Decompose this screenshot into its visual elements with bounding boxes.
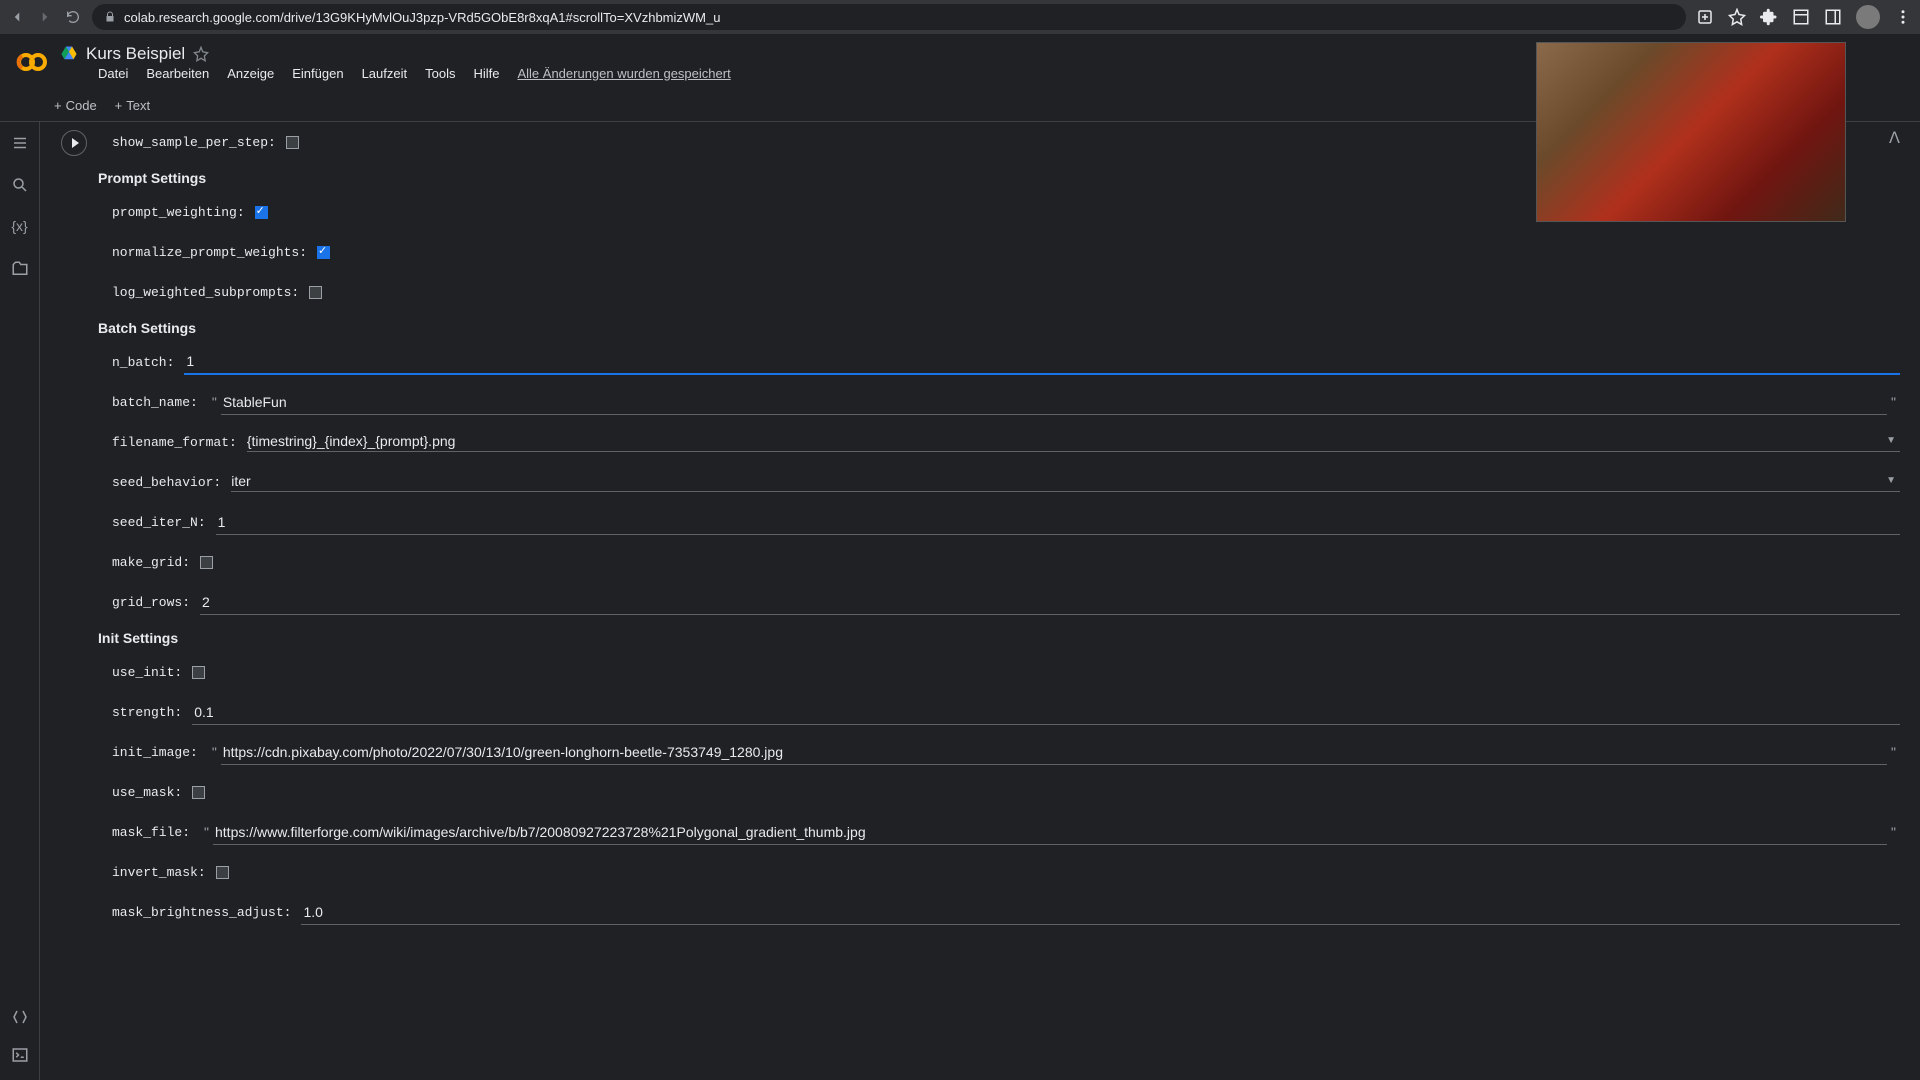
prompt-weighting-label: prompt_weighting: [98,205,245,220]
doc-star-icon[interactable] [193,46,209,62]
log-subprompts-checkbox[interactable] [309,286,322,299]
snippets-icon[interactable] [11,1008,29,1026]
filename-format-dropdown[interactable]: {timestring}_{index}_{prompt}.png ▼ [247,433,1900,452]
files-icon[interactable] [11,260,29,278]
make-grid-label: make_grid: [98,555,190,570]
menu-runtime[interactable]: Laufzeit [362,66,408,81]
vars-icon[interactable]: {x} [11,218,29,236]
notebook-content: ᐱ show_sample_per_step: Prompt Settings … [40,122,1920,1080]
menu-edit[interactable]: Bearbeiten [146,66,209,81]
quote-open: " [212,394,217,410]
batch-name-input[interactable] [221,390,1887,415]
chevron-down-icon: ▼ [1886,475,1896,486]
menu-file[interactable]: Datei [98,66,128,81]
doc-title[interactable]: Kurs Beispiel [86,44,185,64]
menu-insert[interactable]: Einfügen [292,66,343,81]
batch-name-label: batch_name: [98,395,198,410]
mask-brightness-label: mask_brightness_adjust: [98,905,291,920]
add-code-button[interactable]: +Code [54,98,97,113]
invert-mask-checkbox[interactable] [216,866,229,879]
back-button[interactable] [8,8,26,26]
colab-logo [16,46,48,78]
n-batch-label: n_batch: [98,355,174,370]
devtools-icon[interactable] [1792,8,1810,26]
avatar[interactable] [1856,5,1880,29]
add-text-button[interactable]: +Text [115,98,150,113]
filename-format-label: filename_format: [98,435,237,450]
toc-icon[interactable] [11,134,29,152]
chevron-down-icon: ▼ [1886,435,1896,446]
lock-icon [104,11,116,23]
quote-close: " [1891,824,1896,840]
sidepanel-icon[interactable] [1824,8,1842,26]
seed-behavior-dropdown[interactable]: iter ▼ [231,473,1900,492]
use-mask-label: use_mask: [98,785,182,800]
log-subprompts-label: log_weighted_subprompts: [98,285,299,300]
chrome-icons [1696,5,1912,29]
init-image-label: init_image: [98,745,198,760]
collapse-arrow-icon[interactable]: ᐱ [1889,128,1900,148]
prompt-weighting-checkbox[interactable] [255,206,268,219]
menu-icon[interactable] [1894,8,1912,26]
seed-behavior-label: seed_behavior: [98,475,221,490]
url-text: colab.research.google.com/drive/13G9KHyM… [124,10,720,25]
show-sample-checkbox[interactable] [286,136,299,149]
grid-rows-input[interactable] [200,590,1900,615]
url-bar[interactable]: colab.research.google.com/drive/13G9KHyM… [92,4,1686,30]
webcam-overlay [1536,42,1846,222]
grid-rows-label: grid_rows: [98,595,190,610]
search-icon[interactable] [11,176,29,194]
reload-button[interactable] [64,8,82,26]
strength-label: strength: [98,705,182,720]
init-image-input[interactable] [221,740,1887,765]
init-settings-title: Init Settings [98,630,1900,646]
menu-help[interactable]: Hilfe [473,66,499,81]
star-icon[interactable] [1728,8,1746,26]
quote-open: " [204,824,209,840]
quote-close: " [1891,394,1896,410]
menu-tools[interactable]: Tools [425,66,455,81]
seed-iter-input[interactable] [216,510,1900,535]
mask-file-input[interactable] [213,820,1887,845]
use-mask-checkbox[interactable] [192,786,205,799]
show-sample-label: show_sample_per_step: [98,135,276,150]
forward-button[interactable] [36,8,54,26]
quote-close: " [1891,744,1896,760]
use-init-checkbox[interactable] [192,666,205,679]
browser-bar: colab.research.google.com/drive/13G9KHyM… [0,0,1920,34]
terminal-icon[interactable] [11,1046,29,1064]
use-init-label: use_init: [98,665,182,680]
make-grid-checkbox[interactable] [200,556,213,569]
menu-view[interactable]: Anzeige [227,66,274,81]
share-icon[interactable] [1696,8,1714,26]
strength-input[interactable] [192,700,1900,725]
drive-icon [60,45,78,63]
quote-open: " [212,744,217,760]
save-status[interactable]: Alle Änderungen wurden gespeichert [517,66,730,81]
mask-file-label: mask_file: [98,825,190,840]
seed-iter-label: seed_iter_N: [98,515,206,530]
n-batch-input[interactable] [184,349,1900,375]
normalize-weights-label: normalize_prompt_weights: [98,245,307,260]
run-button[interactable] [61,130,87,156]
extension-icon[interactable] [1760,8,1778,26]
normalize-weights-checkbox[interactable] [317,246,330,259]
invert-mask-label: invert_mask: [98,865,206,880]
mask-brightness-input[interactable] [301,900,1900,925]
batch-settings-title: Batch Settings [98,320,1900,336]
left-rail: {x} [0,122,40,1080]
